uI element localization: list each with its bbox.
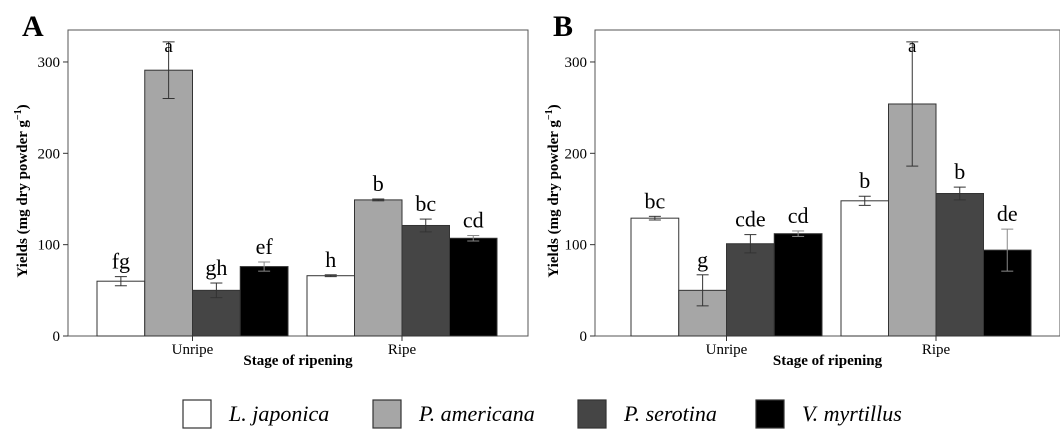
significance-letter: bc bbox=[415, 191, 436, 216]
legend-item: V. myrtillus bbox=[755, 399, 902, 429]
significance-letter: ef bbox=[256, 234, 274, 259]
y-tick-label: 100 bbox=[565, 238, 588, 254]
x-tick-label: Unripe bbox=[172, 342, 214, 358]
x-tick-label: Unripe bbox=[706, 342, 748, 358]
legend-swatch bbox=[577, 399, 607, 429]
significance-letter: h bbox=[325, 247, 336, 272]
plot-frame bbox=[67, 29, 529, 337]
bar bbox=[401, 224, 450, 337]
significance-letter: cde bbox=[735, 207, 766, 232]
legend-item: L. japonica bbox=[182, 399, 329, 429]
bar bbox=[935, 193, 984, 337]
y-axis-title-superscript: −1 bbox=[544, 109, 555, 120]
y-tick-label: 200 bbox=[565, 146, 588, 162]
significance-letter: cd bbox=[788, 203, 809, 228]
bar bbox=[726, 243, 775, 337]
legend-label: P. americana bbox=[418, 401, 535, 426]
bar bbox=[144, 69, 193, 337]
legend-swatch bbox=[755, 399, 785, 429]
x-axis-title: Stage of ripening bbox=[243, 353, 353, 369]
y-tick-label: 300 bbox=[38, 55, 61, 71]
significance-letter: b bbox=[373, 171, 384, 196]
legend-label: V. myrtillus bbox=[802, 401, 902, 426]
x-tick-label: Ripe bbox=[388, 342, 417, 358]
bar bbox=[773, 233, 823, 337]
significance-letter: cd bbox=[463, 208, 484, 233]
legend: L. japonica P. americana P. serotina V. myr… bbox=[182, 399, 902, 429]
legend-label: P. serotina bbox=[623, 401, 717, 426]
bar bbox=[306, 275, 355, 337]
bar bbox=[630, 217, 680, 337]
legend-item: P. serotina bbox=[577, 399, 717, 429]
bar bbox=[354, 199, 403, 337]
significance-letter: gh bbox=[205, 255, 227, 280]
y-axis-title: Yields (mg dry powder g−1) bbox=[13, 104, 31, 277]
legend-swatch bbox=[182, 399, 212, 429]
significance-letter: fg bbox=[112, 249, 130, 274]
y-tick-label: 0 bbox=[580, 329, 588, 345]
bar bbox=[96, 280, 146, 337]
y-tick-label: 100 bbox=[38, 238, 61, 254]
significance-letter: b bbox=[954, 159, 965, 184]
plot-frame bbox=[594, 29, 1060, 337]
chart-panel-a: A 0 100 200 300 Yields (mg dry powder g−1) Sta… bbox=[13, 10, 529, 369]
chart-panel-b: B 0 100 200 300 Yields (mg dry powder g−1) Sta… bbox=[544, 10, 1060, 369]
legend-item: P. americana bbox=[372, 399, 535, 429]
bar bbox=[239, 266, 289, 337]
panel-label: A bbox=[22, 10, 44, 43]
legend-label: L. japonica bbox=[228, 401, 329, 426]
legend-swatch bbox=[372, 399, 402, 429]
significance-letter: a bbox=[164, 36, 173, 57]
x-tick-label: Ripe bbox=[922, 342, 951, 358]
significance-letter: bc bbox=[644, 188, 665, 213]
y-axis-title-close: ) bbox=[15, 104, 31, 109]
bar bbox=[449, 237, 498, 337]
significance-letter: g bbox=[697, 247, 708, 272]
y-axis-title-text: Yields (mg dry powder g bbox=[546, 120, 562, 278]
significance-letter: de bbox=[997, 201, 1018, 226]
significance-letter: b bbox=[859, 168, 870, 193]
panel-label: B bbox=[553, 10, 573, 43]
y-tick-label: 0 bbox=[53, 329, 61, 345]
y-tick-label: 200 bbox=[38, 146, 61, 162]
y-axis-title: Yields (mg dry powder g−1) bbox=[544, 104, 562, 277]
significance-letter: a bbox=[908, 36, 917, 57]
y-axis-title-close: ) bbox=[546, 104, 562, 109]
y-axis-title-superscript: −1 bbox=[13, 109, 24, 120]
bar bbox=[840, 200, 889, 337]
y-tick-label: 300 bbox=[565, 55, 588, 71]
y-axis-title-text: Yields (mg dry powder g bbox=[15, 120, 31, 278]
x-axis-title: Stage of ripening bbox=[773, 353, 883, 369]
